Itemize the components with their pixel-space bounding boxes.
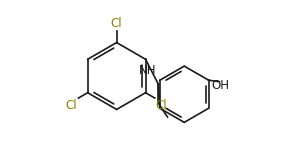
Text: Cl: Cl xyxy=(156,99,167,112)
Text: Cl: Cl xyxy=(65,99,77,112)
Text: Cl: Cl xyxy=(111,17,122,30)
Text: OH: OH xyxy=(212,79,230,92)
Text: NH: NH xyxy=(139,64,156,77)
